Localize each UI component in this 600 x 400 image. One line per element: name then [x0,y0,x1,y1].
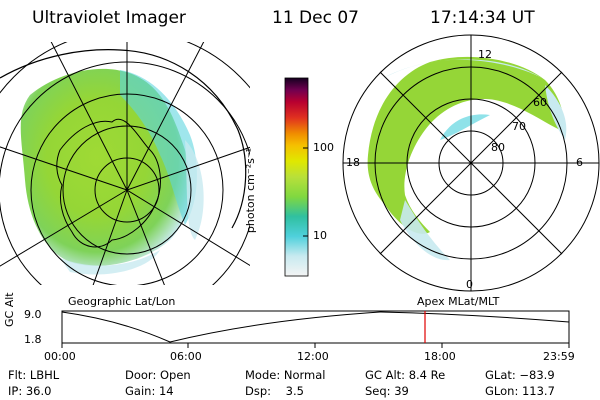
glat-info: GLat: −83.9 [485,368,555,382]
instrument-title: Ultraviolet Imager [32,8,186,28]
timeline-ytick-high: 9.0 [24,308,42,321]
colorbar-unit: photon cm⁻²s⁻¹ [244,147,258,234]
mlt-label-6: 6 [576,156,583,169]
door-info: Door: Open [125,368,191,382]
timeline-ylabel: GC Alt [3,292,16,327]
glon-info: GLon: 113.7 [485,384,555,398]
geographic-map [0,42,250,285]
magnetic-caption: Apex MLat/MLT [417,295,500,308]
geographic-caption: Geographic Lat/Lon [68,295,176,308]
mlt-label-12: 12 [478,48,492,61]
timeline-plot [61,310,570,344]
date-label: 11 Dec 07 [272,8,359,28]
timeline-xtick-1: 06:00 [170,350,202,363]
gcalt-info: GC Alt: 8.4 Re [365,368,446,382]
gain-info: Gain: 14 [125,384,174,398]
timeline-xtick-3: 18:00 [424,350,456,363]
colorbar [284,77,309,277]
colorbar-tick-10: 10 [313,229,327,242]
colorbar-tick-100: 100 [313,141,334,154]
timeline-xtick-4: 23:59 [543,350,575,363]
seq-info: Seq: 39 [365,384,409,398]
dsp-info: Dsp: 3.5 [245,384,304,398]
mlt-label-0: 0 [466,278,473,291]
timeline-xtick-0: 00:00 [44,350,76,363]
mlat-label-60: 60 [533,96,547,109]
filter-info: Flt: LBHL [8,368,60,382]
mode-info: Mode: Normal [245,368,326,382]
altitude-curve [61,311,570,343]
timeline-ytick-low: 1.8 [24,333,42,346]
magnetic-polar-plot [342,34,600,292]
mlat-label-80: 80 [491,141,505,154]
ip-info: IP: 36.0 [8,384,52,398]
time-label: 17:14:34 UT [430,8,535,28]
mlat-label-70: 70 [512,120,526,133]
timeline-xtick-2: 12:00 [297,350,329,363]
mlt-label-18: 18 [346,156,360,169]
